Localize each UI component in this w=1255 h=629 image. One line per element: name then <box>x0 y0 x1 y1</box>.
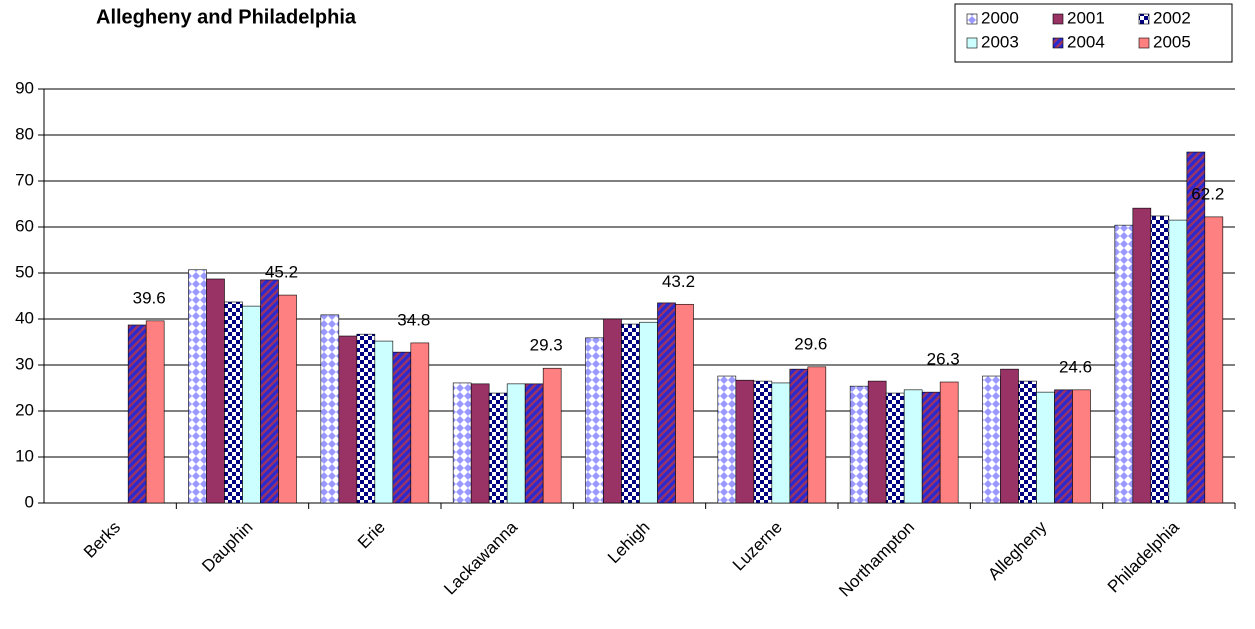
bar <box>224 301 243 504</box>
data-label: 45.2 <box>265 263 298 282</box>
bar <box>320 314 340 504</box>
bar <box>735 379 755 504</box>
bar <box>260 279 279 504</box>
legend-label: 2004 <box>1067 32 1105 51</box>
y-tick-label: 70 <box>15 170 34 189</box>
data-label: 29.6 <box>794 334 827 353</box>
bar <box>849 385 869 504</box>
legend-label: 2002 <box>1153 8 1191 27</box>
bar <box>1072 389 1091 504</box>
y-tick-label: 30 <box>15 354 34 373</box>
y-tick-label: 0 <box>25 492 34 511</box>
data-label: 29.3 <box>530 336 563 355</box>
bar <box>921 391 941 504</box>
x-tick-label: Berks <box>80 518 124 562</box>
data-label: 62.2 <box>1191 184 1224 203</box>
chart-title: Allegheny and Philadelphia <box>96 6 357 28</box>
bar <box>392 351 412 504</box>
bar <box>1018 380 1037 504</box>
legend-box <box>954 3 1233 63</box>
legend-swatch <box>1052 13 1064 25</box>
legend-label: 2000 <box>981 8 1019 27</box>
bar <box>1186 151 1206 504</box>
data-label: 34.8 <box>397 310 430 329</box>
bar <box>338 335 358 504</box>
legend-swatch <box>966 13 978 25</box>
y-tick-label: 60 <box>15 216 34 235</box>
x-tick-label: Erie <box>354 518 389 553</box>
bar <box>452 382 472 504</box>
x-tick-label: Lackawanna <box>440 517 521 598</box>
bar <box>410 342 430 504</box>
data-label: 26.3 <box>927 350 960 369</box>
bar <box>982 375 1001 504</box>
bar <box>621 323 640 504</box>
bar <box>1054 389 1073 504</box>
bar <box>867 380 887 504</box>
bar <box>206 278 225 504</box>
bar <box>470 383 490 504</box>
bar <box>145 320 165 504</box>
bar <box>1150 215 1170 504</box>
y-tick-label: 40 <box>15 308 34 327</box>
legend-label: 2005 <box>1153 32 1191 51</box>
bar <box>1132 207 1152 504</box>
bar <box>639 321 658 504</box>
bar <box>1168 219 1188 504</box>
x-tick-label: Philadelphia <box>1104 517 1183 596</box>
bar <box>188 269 207 504</box>
y-tick-label: 50 <box>15 262 34 281</box>
data-label: 39.6 <box>133 288 166 307</box>
legend-label: 2001 <box>1067 8 1105 27</box>
data-label: 24.6 <box>1059 357 1092 376</box>
bar <box>603 318 622 504</box>
bar <box>127 324 147 504</box>
bar <box>1036 391 1055 504</box>
legend-swatch <box>966 37 978 49</box>
bar <box>488 392 508 504</box>
y-tick-label: 90 <box>15 78 34 97</box>
bar <box>1114 224 1134 504</box>
bar <box>1204 216 1224 504</box>
bar <box>506 383 526 504</box>
bar <box>885 392 905 504</box>
legend-swatch <box>1138 37 1150 49</box>
bar <box>807 366 827 504</box>
bar <box>657 302 676 504</box>
bar <box>903 389 923 504</box>
bar <box>1000 368 1019 504</box>
x-tick-label: Northampton <box>835 518 918 601</box>
legend-swatch <box>1138 13 1150 25</box>
x-tick-label: Luzerne <box>729 518 786 575</box>
bar <box>789 368 809 504</box>
legend-swatch <box>1052 37 1064 49</box>
bar <box>356 333 376 504</box>
y-tick-label: 20 <box>15 400 34 419</box>
bar <box>242 305 261 504</box>
bar <box>753 380 773 504</box>
y-tick-label: 10 <box>15 446 34 465</box>
bar <box>585 337 604 504</box>
bar <box>939 381 959 504</box>
bar <box>278 294 297 504</box>
bar <box>374 340 394 504</box>
x-tick-label: Dauphin <box>198 518 256 576</box>
bar <box>771 382 791 504</box>
x-tick-label: Lehigh <box>604 518 654 568</box>
x-tick-label: Allegheny <box>984 517 1051 584</box>
data-label: 43.2 <box>662 272 695 291</box>
bar <box>717 375 737 504</box>
bar <box>524 383 544 504</box>
legend-label: 2003 <box>981 32 1019 51</box>
bar <box>675 303 694 504</box>
y-tick-label: 80 <box>15 124 34 143</box>
bar <box>542 367 562 504</box>
